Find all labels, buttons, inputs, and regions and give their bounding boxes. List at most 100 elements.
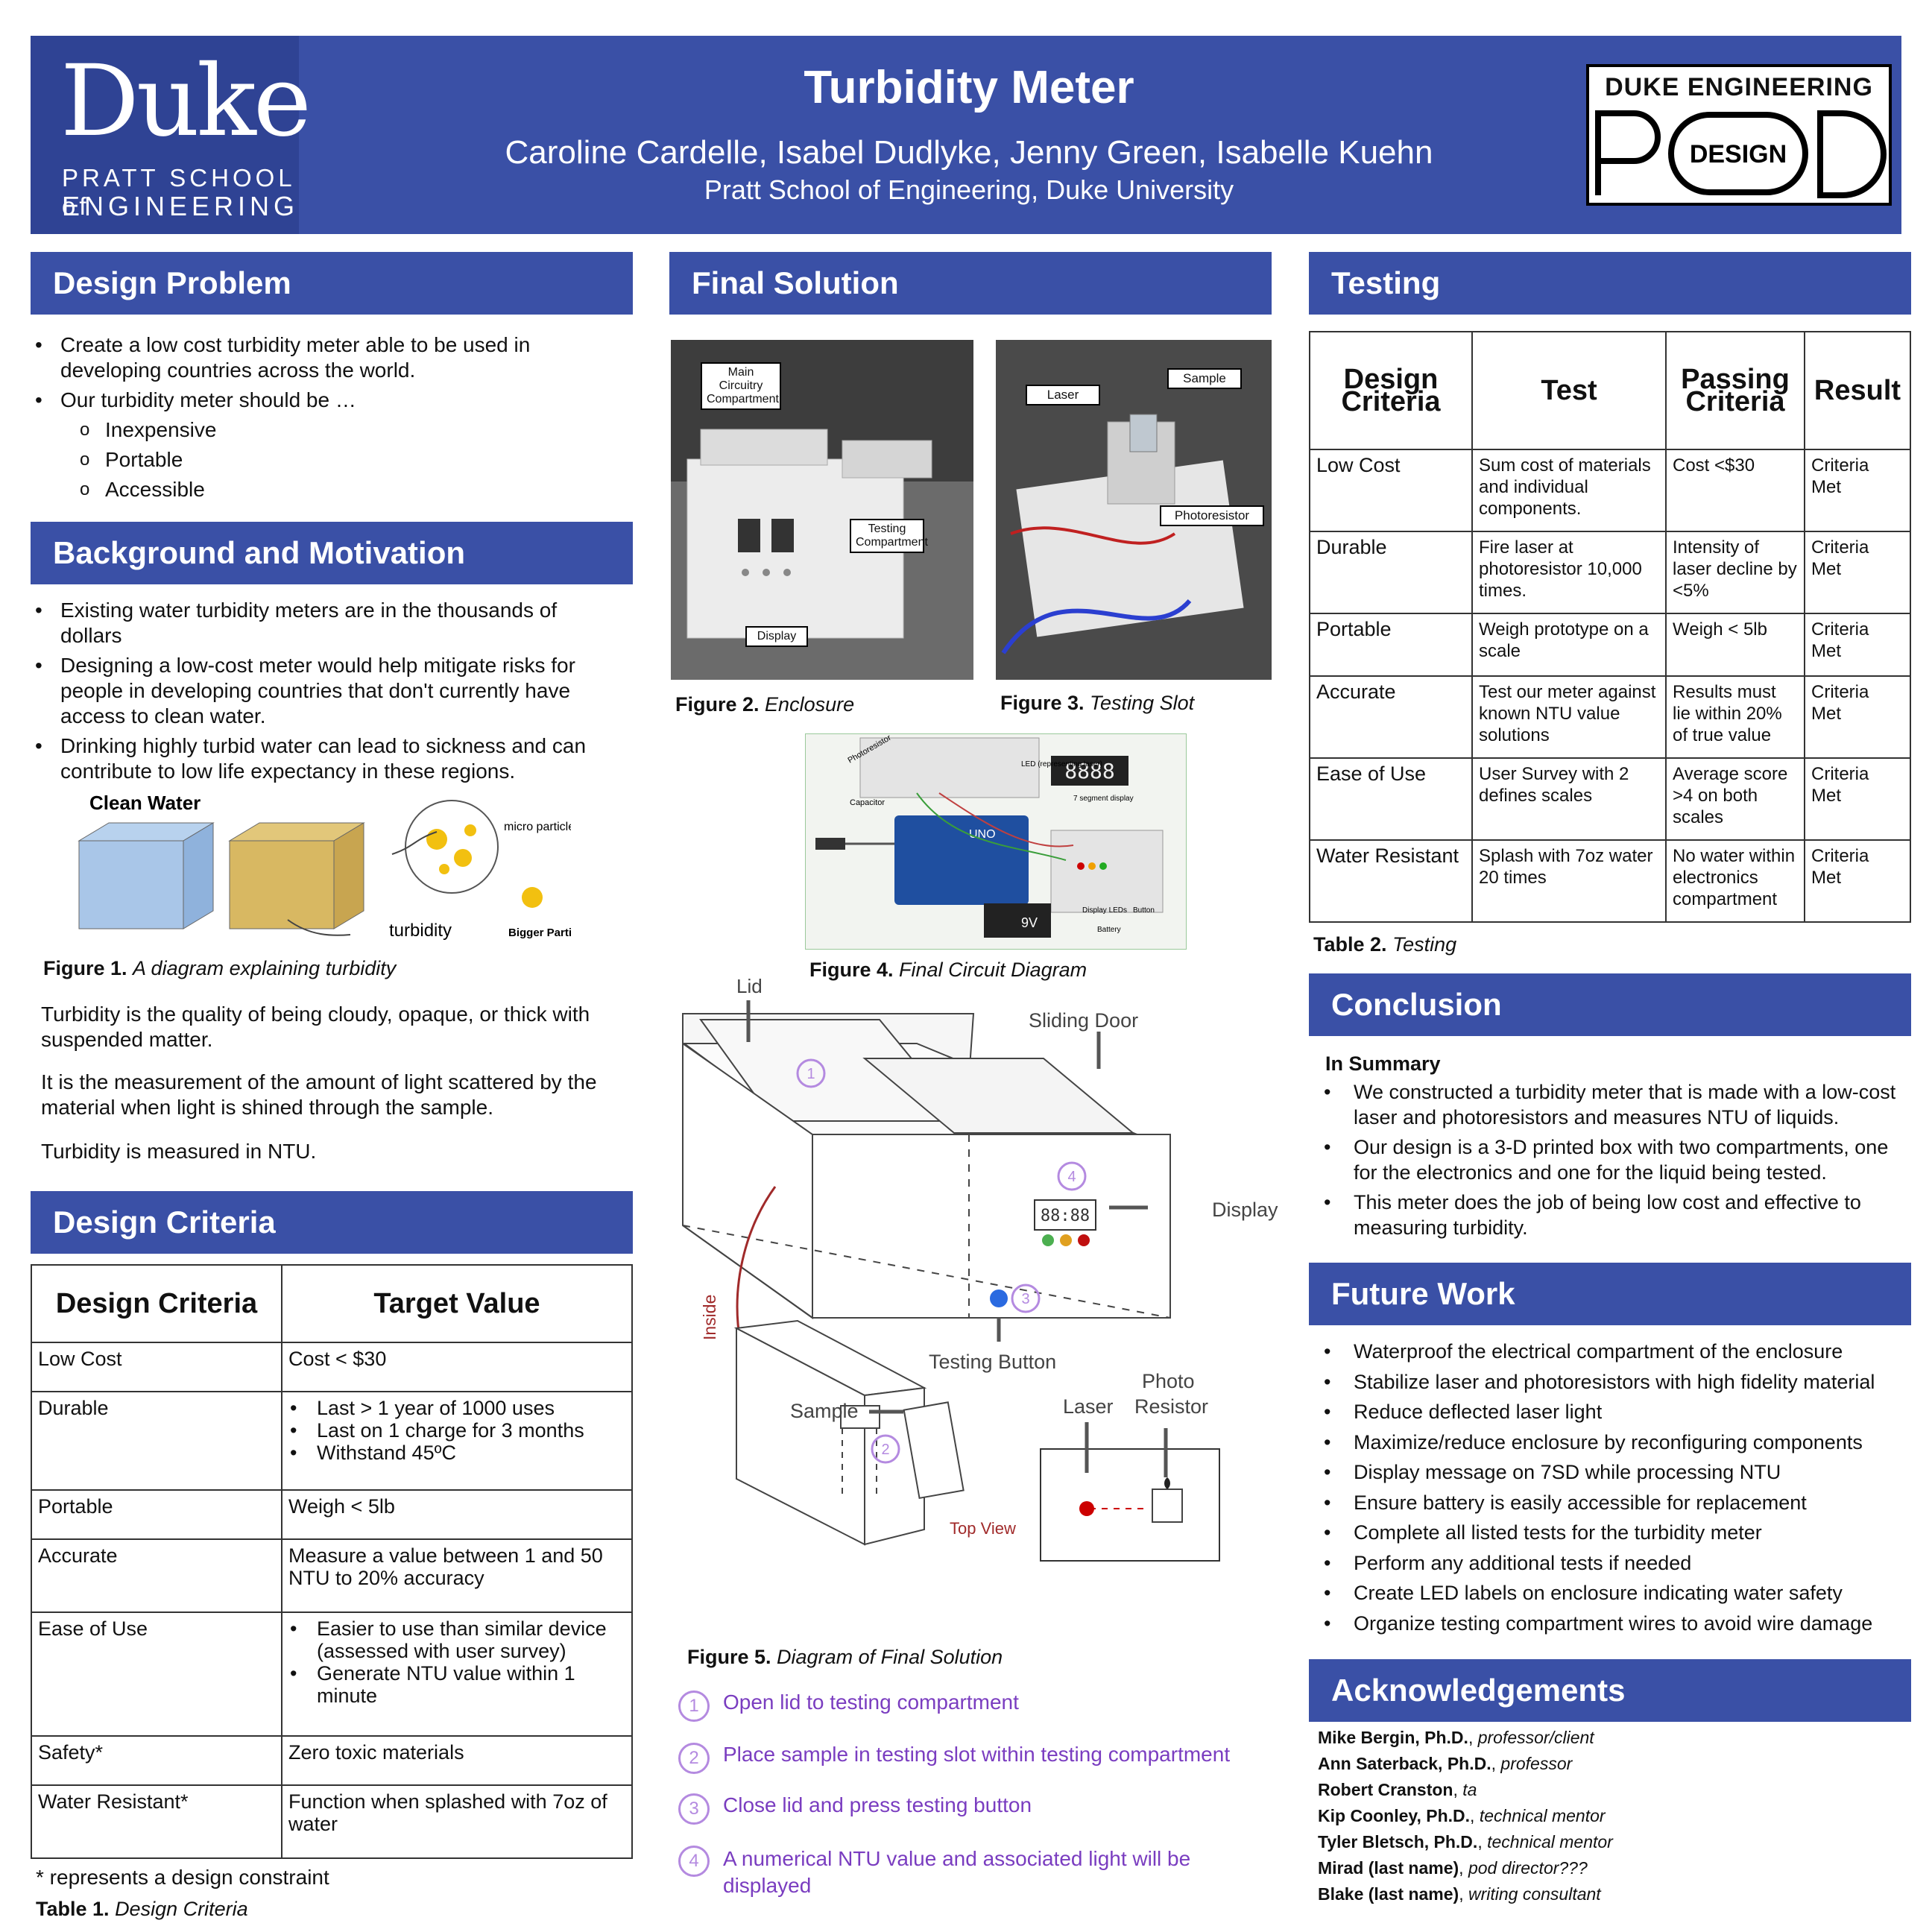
conclusion-bullet: We constructed a turbidity meter that is… <box>1319 1079 1908 1130</box>
acknowledgement-entry: Robert Cranston, ta <box>1318 1780 1477 1799</box>
testing-slot-photo: Laser Sample Photoresistor <box>996 340 1272 680</box>
testing-test-cell: Sum cost of materials and individual com… <box>1471 449 1667 532</box>
future-work-bullet: Display message on 7SD while processing … <box>1319 1459 1916 1485</box>
future-work-heading: Future Work <box>1309 1263 1911 1325</box>
diagram-display <box>1034 1199 1096 1231</box>
acknowledgement-name: Tyler Bletsch, Ph.D. <box>1318 1832 1478 1852</box>
acknowledgement-entry: Mirad (last name), pod director??? <box>1318 1858 1588 1878</box>
target-value-cell: Function when splashed with 7oz of water <box>281 1784 633 1859</box>
figure2-caption: Figure 2. Enclosure <box>675 693 855 716</box>
design-criteria-row: Low Cost Cost < $30 <box>31 1342 633 1392</box>
inside-label: Inside <box>700 1295 719 1340</box>
arduino-board <box>894 815 1029 905</box>
target-value-cell: Last > 1 year of 1000 usesLast on 1 char… <box>281 1391 633 1491</box>
top-view-label: Top View <box>950 1519 1016 1538</box>
conclusion-list: We constructed a turbidity meter that is… <box>1319 1079 1908 1245</box>
target-value-item: Withstand 45ºC <box>288 1442 625 1464</box>
testing-criteria-cell: Low Cost <box>1309 449 1473 532</box>
design-criteria-heading: Design Criteria <box>31 1191 633 1254</box>
conclusion-subheading: In Summary <box>1325 1052 1441 1075</box>
testing-criteria-cell: Accurate <box>1309 675 1473 759</box>
circuit-diagram: 8888 UNO 9V Photoresistor Capacitor LED … <box>805 733 1187 950</box>
conclusion-bullet: Our design is a 3-D printed box with two… <box>1319 1134 1908 1185</box>
testing-col-test: Test <box>1471 331 1667 450</box>
target-value-cell: Measure a value between 1 and 50 NTU to … <box>281 1538 633 1613</box>
poster-authors: Caroline Cardelle, Isabel Dudlyke, Jenny… <box>505 134 1433 171</box>
testing-passing-cell: Weigh < 5lb <box>1665 613 1805 677</box>
design-criteria-row: Safety* Zero toxic materials <box>31 1735 633 1786</box>
breadboard-bottom <box>1050 830 1164 913</box>
acknowledgement-name: Mike Bergin, Ph.D. <box>1318 1728 1468 1747</box>
diagram-display-digits: 88:88 <box>1041 1207 1090 1225</box>
acknowledgement-role: writing consultant <box>1468 1884 1601 1904</box>
figure3-caption: Figure 3. Testing Slot <box>1000 692 1195 714</box>
target-value-cell: Cost < $30 <box>281 1342 633 1392</box>
step-2: 2 Place sample in testing slot within tes… <box>678 1743 1275 1774</box>
criteria-cell: Ease of Use <box>31 1611 282 1737</box>
future-work-bullet: Complete all listed tests for the turbid… <box>1319 1520 1916 1545</box>
pod-logo-graphic: DESIGN <box>1595 110 1887 198</box>
testing-result-cell: Criteria Met <box>1804 839 1911 923</box>
design-criteria-row: Portable Weigh < 5lb <box>31 1489 633 1540</box>
step-marker-4 <box>1057 1161 1087 1191</box>
enclosure-photo: Main Circuitry Compartment Testing Compa… <box>671 340 973 680</box>
testing-row: Portable Weigh prototype on a scale Weigh … <box>1309 613 1911 677</box>
acknowledgement-entry: Blake (last name), writing consultant <box>1318 1884 1601 1904</box>
bigger-particle <box>522 887 543 908</box>
pod-logo-top: DUKE ENGINEERING <box>1605 73 1873 101</box>
testing-row: Water Resistant Splash with 7oz water 20 … <box>1309 839 1911 923</box>
acknowledgement-role: professor/client <box>1477 1728 1594 1747</box>
svg-text:4: 4 <box>1067 1169 1076 1185</box>
acknowledgement-name: Robert Cranston <box>1318 1780 1453 1799</box>
design-criteria-row: Water Resistant* Function when splashed w… <box>31 1784 633 1859</box>
future-work-list: Waterproof the electrical compartment of… <box>1319 1339 1916 1641</box>
design-constraint-note: * represents a design constraint <box>36 1866 329 1889</box>
background-bullet: Designing a low-cost meter would help mi… <box>31 653 619 729</box>
target-value-item: Last > 1 year of 1000 uses <box>288 1397 625 1419</box>
acknowledgement-name: Ann Saterback, Ph.D. <box>1318 1754 1491 1773</box>
enclosure-label-display: Display <box>745 626 808 647</box>
svg-text:3: 3 <box>1021 1291 1029 1307</box>
svg-text:Capacitor: Capacitor <box>850 798 885 807</box>
testing-table: Design Criteria Test Passing Criteria Re… <box>1309 331 1911 923</box>
testing-criteria-cell: Portable <box>1309 613 1473 677</box>
background-list: Existing water turbidity meters are in t… <box>31 598 619 789</box>
testing-heading: Testing <box>1309 252 1911 315</box>
step-marker-3 <box>1011 1284 1041 1313</box>
target-value-col-header: Target Value <box>281 1264 633 1343</box>
acknowledgement-role: ta <box>1462 1780 1477 1799</box>
acknowledgement-entry: Tyler Bletsch, Ph.D., technical mentor <box>1318 1832 1613 1852</box>
future-work-bullet: Perform any additional tests if needed <box>1319 1550 1916 1576</box>
seven-segment-display <box>1051 756 1128 786</box>
design-problem-sub-bullet: Portable <box>31 447 627 473</box>
acknowledgement-role: technical mentor <box>1487 1832 1613 1852</box>
target-value-item: Last on 1 charge for 3 months <box>288 1419 625 1442</box>
turbidity-measurement: It is the measurement of the amount of l… <box>41 1070 597 1119</box>
testing-passing-cell: Results must lie within 20% of true valu… <box>1665 675 1805 759</box>
design-problem-bullet: Create a low cost turbidity meter able t… <box>31 332 627 383</box>
enclosure-label-testing: Testing Compartment <box>850 519 928 553</box>
step-marker-1 <box>796 1058 826 1088</box>
turbidity-label: turbidity <box>389 921 452 941</box>
sample-label: Sample <box>790 1400 859 1422</box>
testing-slot-label-sample: Sample <box>1167 368 1242 389</box>
criteria-cell: Portable <box>31 1489 282 1540</box>
future-work-bullet: Organize testing compartment wires to av… <box>1319 1611 1916 1636</box>
usb-cable <box>815 838 845 850</box>
design-problem-sub-bullet: Inexpensive <box>31 417 627 443</box>
testing-passing-cell: Intensity of laser decline by <5% <box>1665 531 1805 614</box>
design-criteria-row: DurableLast > 1 year of 1000 usesLast on… <box>31 1391 633 1491</box>
clean-water-label: Clean Water <box>89 792 201 814</box>
acknowledgement-role: technical mentor <box>1479 1806 1606 1825</box>
photo-label: Photo <box>1142 1370 1195 1392</box>
particle-zoom-circle <box>405 800 499 894</box>
design-criteria-col-header: Design Criteria <box>31 1264 282 1343</box>
laser-dot <box>1079 1501 1094 1516</box>
testing-row: Accurate Test our meter against known NTU… <box>1309 675 1911 759</box>
criteria-cell: Durable <box>31 1391 282 1491</box>
step-3: 3 Close lid and press testing button <box>678 1793 1275 1825</box>
future-work-bullet: Stabilize laser and photoresistors with … <box>1319 1369 1916 1395</box>
future-work-bullet: Waterproof the electrical compartment of… <box>1319 1339 1916 1364</box>
acknowledgement-entry: Mike Bergin, Ph.D., professor/client <box>1318 1728 1594 1747</box>
